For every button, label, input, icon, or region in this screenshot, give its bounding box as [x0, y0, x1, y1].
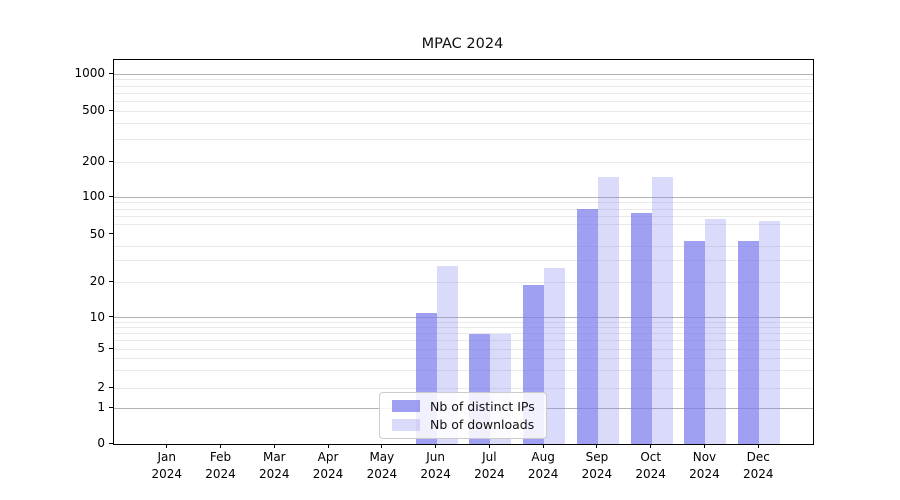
x-axis-tick-label: Feb 2024	[205, 450, 236, 481]
gridline-minor	[114, 348, 813, 350]
gridline-minor	[114, 245, 813, 247]
legend-item-distinct-ips: Nb of distinct IPs	[388, 399, 538, 414]
x-axis-tick-label: May 2024	[366, 450, 398, 481]
gridline-major	[114, 317, 813, 318]
bar-distinct-ips-dec	[738, 241, 760, 444]
bar-distinct-ips-oct	[630, 212, 652, 444]
y-axis-tick-label: 20	[89, 274, 105, 288]
gridline-minor	[114, 122, 813, 124]
gridline-major	[114, 196, 813, 198]
x-axis-tick-label: Sep 2024	[581, 450, 613, 481]
gridline-minor	[114, 138, 813, 140]
y-axis-tick-mark	[109, 347, 113, 349]
gridline-major	[114, 73, 813, 75]
gridline-minor	[114, 110, 813, 112]
y-axis-tick-label: 1000	[74, 66, 105, 81]
x-axis-tick-mark	[488, 444, 490, 448]
x-axis-tick-mark	[381, 444, 383, 448]
x-axis-tick-mark	[650, 444, 652, 448]
x-axis-tick-label: Jan 2024	[151, 450, 183, 481]
y-axis-tick-mark	[109, 316, 113, 317]
gridline-minor	[114, 387, 813, 389]
legend: Nb of distinct IPs Nb of downloads	[379, 392, 547, 439]
gridline-minor	[114, 79, 813, 81]
y-axis-tick-label: 2	[97, 380, 105, 394]
gridline-minor	[114, 333, 813, 335]
x-axis-tick-mark	[703, 444, 705, 448]
x-axis-tick-mark	[273, 444, 275, 448]
y-axis-tick-mark	[109, 160, 113, 162]
y-axis-tick-mark	[109, 406, 113, 408]
x-axis-tick-label: Apr 2024	[312, 450, 344, 481]
gridline-minor	[114, 357, 813, 359]
x-axis-tick-mark	[542, 444, 544, 448]
bar-downloads-nov	[705, 218, 727, 444]
y-axis-tick-mark	[109, 72, 113, 74]
y-axis-tick-mark	[109, 280, 113, 282]
gridline-minor	[114, 215, 813, 217]
gridline-minor	[114, 321, 813, 323]
chart-title: MPAC 2024	[421, 36, 504, 52]
y-axis-tick-label: 500	[82, 103, 105, 117]
bar-downloads-dec	[759, 221, 781, 444]
y-axis-tick-mark	[109, 195, 113, 197]
gridline-minor	[114, 224, 813, 226]
x-axis-tick-label: Mar 2024	[259, 450, 290, 481]
legend-item-downloads: Nb of downloads	[388, 417, 538, 432]
y-axis-tick-mark	[109, 386, 113, 388]
y-axis-tick-label: 5	[97, 341, 105, 355]
plot-area: Nb of distinct IPs Nb of downloads	[113, 59, 814, 445]
y-axis-tick-label: 200	[82, 154, 105, 168]
x-axis-tick-mark	[596, 444, 598, 448]
x-axis-tick-mark	[220, 444, 222, 448]
gridline-minor	[114, 370, 813, 372]
bar-downloads-oct	[651, 176, 673, 444]
y-axis-tick-mark	[109, 233, 113, 234]
x-axis-tick-mark	[435, 444, 437, 448]
legend-label-distinct-ips: Nb of distinct IPs	[430, 398, 535, 414]
bar-downloads-sep	[597, 176, 619, 444]
y-axis-tick-label: 10	[89, 309, 105, 324]
gridline-minor	[114, 281, 813, 283]
x-axis-tick-label: Oct 2024	[635, 450, 666, 481]
gridline-minor	[114, 92, 813, 94]
gridline-minor	[114, 85, 813, 87]
gridline-minor	[114, 208, 813, 210]
gridline-minor	[114, 202, 813, 204]
bar-distinct-ips-nov	[684, 241, 706, 444]
y-axis-tick-label: 50	[89, 226, 105, 241]
x-axis-tick-label: Dec 2024	[742, 450, 774, 481]
legend-label-downloads: Nb of downloads	[430, 417, 535, 433]
legend-swatch-distinct-ips	[392, 400, 420, 413]
x-axis-tick-mark	[327, 444, 329, 448]
gridline-minor	[114, 260, 813, 262]
x-axis-tick-mark	[166, 444, 168, 448]
y-axis-tick-label: 1	[97, 400, 105, 414]
gridline-minor	[114, 327, 813, 329]
x-axis-tick-label: Aug 2024	[527, 450, 559, 481]
x-axis-tick-label: Jun 2024	[420, 450, 451, 481]
gridline-minor	[114, 340, 813, 342]
y-axis-tick-mark	[109, 442, 113, 444]
y-axis-tick-mark	[109, 109, 113, 111]
x-axis-tick-mark	[757, 444, 759, 448]
bar-downloads-aug	[544, 268, 566, 444]
gridline-minor	[114, 100, 813, 102]
bar-distinct-ips-sep	[576, 209, 598, 444]
legend-swatch-downloads	[392, 418, 420, 431]
x-axis-tick-label: Nov 2024	[689, 450, 720, 481]
gridline-minor	[114, 161, 813, 163]
x-axis-tick-label: Jul 2024	[474, 450, 505, 481]
y-axis-tick-label: 0	[97, 436, 105, 450]
y-axis-tick-label: 100	[82, 189, 105, 203]
